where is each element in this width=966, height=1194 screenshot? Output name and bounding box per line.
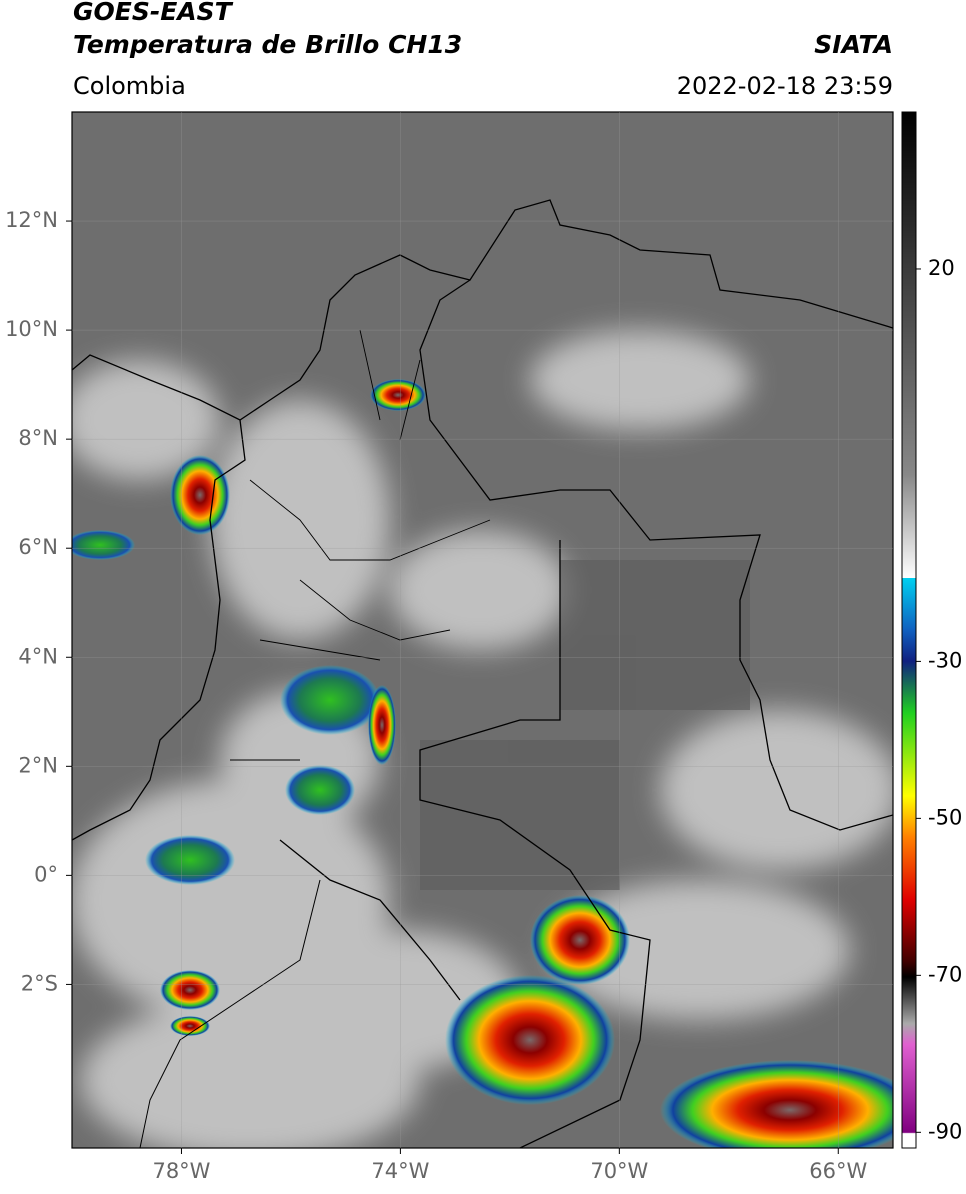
colorbar-tick-label: -30 — [928, 648, 962, 672]
x-tick-label: 70°W — [590, 1159, 648, 1183]
colorbar-tick-label: -50 — [928, 805, 962, 829]
source: SIATA — [814, 30, 893, 59]
y-tick-label: 4°N — [18, 644, 58, 668]
y-tick-label: 2°S — [21, 971, 58, 995]
colorbar-tick-label: 20 — [928, 256, 955, 280]
colorbar-tick-label: -70 — [928, 962, 962, 986]
x-tick-label: 78°W — [152, 1159, 210, 1183]
y-tick-label: 10°N — [5, 317, 58, 341]
colorbar — [901, 111, 917, 1149]
datetime: 2022-02-18 23:59 — [677, 72, 893, 100]
satellite-image — [72, 112, 893, 1148]
y-tick-label: 12°N — [5, 208, 58, 232]
y-tick-label: 8°N — [18, 426, 58, 450]
title: GOES-EAST — [73, 0, 234, 26]
x-tick-label: 74°W — [371, 1159, 429, 1183]
x-tick-label: 66°W — [809, 1159, 867, 1183]
colorbar-tick-label: -90 — [928, 1119, 962, 1143]
y-tick-label: 0° — [34, 862, 58, 886]
map-frame — [71, 111, 894, 1149]
region: Colombia — [73, 72, 186, 100]
subtitle: Temperatura de Brillo CH13 — [73, 30, 462, 59]
y-tick-label: 2°N — [18, 753, 58, 777]
y-tick-label: 6°N — [18, 535, 58, 559]
